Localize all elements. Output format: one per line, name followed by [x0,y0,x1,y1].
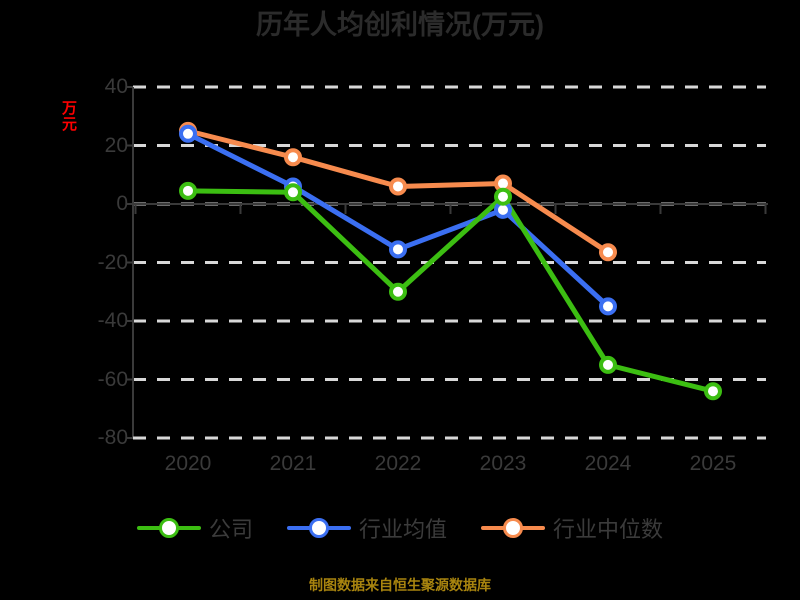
legend-marker-icon [481,515,545,541]
y-tick-label: -60 [97,367,128,391]
x-tick-label: 2020 [164,452,212,475]
x-tick-label: 2024 [584,452,632,475]
data-point-marker[interactable] [284,183,302,202]
legend-dot-swatch [503,518,523,538]
series-line [185,131,611,309]
data-point-marker[interactable] [179,124,197,143]
legend-marker-icon [286,515,351,541]
x-tick-label: 2025 [689,452,737,475]
y-tick-label: 40 [104,75,128,98]
y-tick-label: -40 [97,309,128,332]
y-tick-label: -80 [97,426,128,449]
chart-legend[interactable]: 公司 行业均值 行业中位数 [0,512,800,544]
data-point-marker[interactable] [494,187,512,206]
legend-label: 公司 [208,517,253,542]
y-tick-label: 20 [104,133,128,157]
legend-item-industry-mean[interactable]: 行业均值 [286,512,447,544]
data-point-marker[interactable] [179,181,197,200]
y-axis-label: 万元 [60,100,77,132]
footer-source-note: 制图数据来自恒生聚源数据库 [309,577,491,593]
legend-item-industry-median[interactable]: 行业中位数 [481,512,663,544]
data-point-marker[interactable] [599,297,617,316]
data-point-marker[interactable] [599,243,617,262]
x-tick-label: 2022 [374,452,422,475]
data-point-marker[interactable] [284,148,302,167]
legend-label: 行业中位数 [553,517,664,542]
x-tick-label: 2021 [269,452,317,475]
x-tick-label: 2023 [479,452,527,475]
data-point-marker[interactable] [389,177,407,196]
data-point-marker[interactable] [389,282,407,301]
y-tick-label: -20 [97,250,128,274]
data-point-marker[interactable] [599,355,617,374]
legend-label: 行业均值 [358,517,447,542]
chart-title: 历年人均创利情况(万元) [256,10,544,40]
legend-item-company[interactable]: 公司 [136,512,253,544]
data-point-marker[interactable] [389,240,407,259]
data-point-marker[interactable] [704,382,722,401]
legend-dot-swatch [308,518,329,538]
y-tick-label: 0 [116,192,128,215]
series-line [185,188,716,394]
legend-marker-icon [136,515,201,541]
legend-dot-swatch [158,518,179,538]
